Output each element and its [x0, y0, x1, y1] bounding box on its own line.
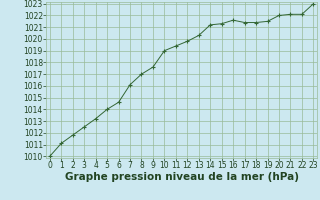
X-axis label: Graphe pression niveau de la mer (hPa): Graphe pression niveau de la mer (hPa)	[65, 172, 299, 182]
